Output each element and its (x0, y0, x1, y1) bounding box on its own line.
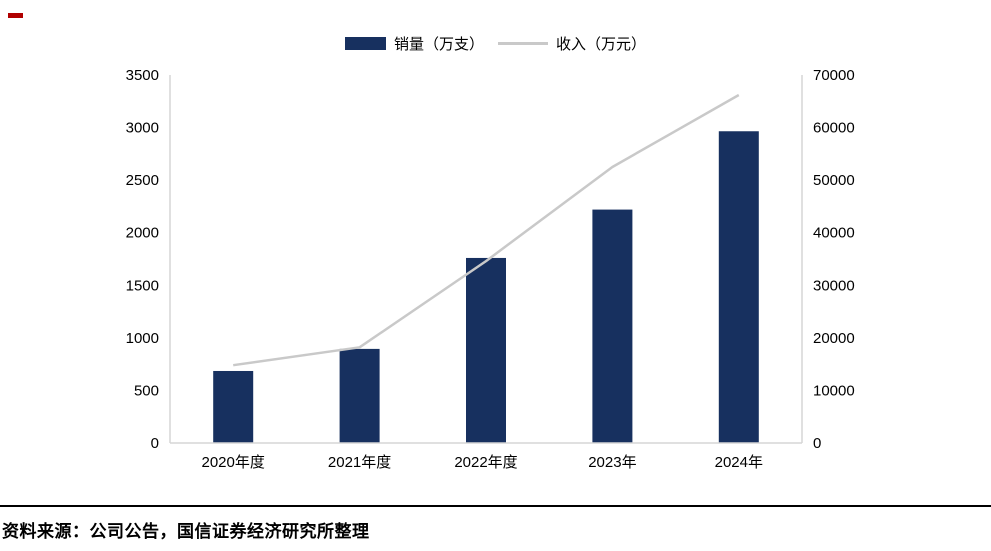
y-axis-left-tick-label: 3500 (126, 67, 159, 84)
y-axis-right-tick-label: 10000 (813, 382, 855, 399)
revenue-line (233, 93, 740, 367)
y-axis-right-tick-label: 30000 (813, 277, 855, 294)
y-axis-right-tick-label: 60000 (813, 120, 855, 137)
y-axis-left-tick-label: 3000 (126, 120, 159, 137)
y-axis-right-tick-label: 40000 (813, 225, 855, 242)
legend-item-revenue: 收入（万元） (498, 33, 646, 54)
x-axis-category-label: 2023年 (588, 454, 636, 471)
y-axis-left-tick-label: 2500 (126, 172, 159, 189)
revenue-line-swatch-icon (498, 42, 548, 45)
sales-bar-swatch-icon (344, 37, 386, 50)
chart-legend: 销量（万支） 收入（万元） (0, 33, 991, 54)
sales-revenue-combo-chart: 0 500 1000 1500 2000 2500 3000 3500 0 10000 20000 3… (126, 67, 855, 471)
x-axis-category-label: 2022年度 (454, 454, 517, 471)
y-axis-left-tick-label: 2000 (126, 225, 159, 242)
y-axis-left-tick-label: 500 (134, 382, 159, 399)
legend-item-sales: 销量（万支） (344, 33, 484, 54)
sales-bar (339, 348, 380, 443)
sales-bar (466, 257, 506, 443)
x-axis-category-label: 2020年度 (202, 454, 265, 471)
y-axis-right-tick-label: 0 (813, 435, 821, 452)
legend-label-sales: 销量（万支） (393, 36, 484, 53)
y-axis-right-tick-label: 50000 (813, 172, 855, 189)
x-axis-category-label: 2021年度 (328, 454, 391, 471)
y-axis-right-tick-label: 20000 (813, 330, 855, 347)
y-axis-left-tick-label: 1500 (126, 277, 159, 294)
source-note: 资料来源：公司公告，国信证券经济研究所整理 (2, 522, 370, 541)
corner-marker (8, 13, 23, 18)
legend-label-revenue: 收入（万元） (556, 36, 647, 53)
y-axis-left-tick-label: 1000 (126, 330, 159, 347)
y-axis-left-tick-label: 0 (151, 435, 159, 452)
x-axis-category-label: 2024年 (715, 454, 763, 471)
y-axis-right-tick-label: 70000 (813, 67, 855, 84)
footer-divider (0, 505, 991, 507)
sales-bar (213, 370, 254, 443)
sales-bar (592, 209, 633, 443)
sales-bar (718, 131, 759, 443)
